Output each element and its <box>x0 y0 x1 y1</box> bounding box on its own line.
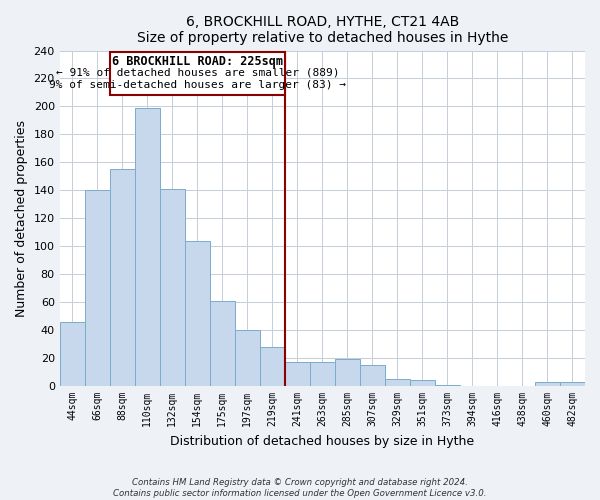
Text: 6 BROCKHILL ROAD: 225sqm: 6 BROCKHILL ROAD: 225sqm <box>112 54 283 68</box>
X-axis label: Distribution of detached houses by size in Hythe: Distribution of detached houses by size … <box>170 434 475 448</box>
Bar <box>59 322 85 386</box>
Bar <box>85 190 110 386</box>
Text: 9% of semi-detached houses are larger (83) →: 9% of semi-detached houses are larger (8… <box>49 80 346 90</box>
Bar <box>310 362 335 386</box>
Bar <box>360 365 385 386</box>
Bar <box>285 362 310 386</box>
Bar <box>535 382 560 386</box>
Bar <box>385 379 410 386</box>
Bar <box>235 330 260 386</box>
Text: ← 91% of detached houses are smaller (889): ← 91% of detached houses are smaller (88… <box>56 68 339 78</box>
Bar <box>110 170 135 386</box>
Text: Contains HM Land Registry data © Crown copyright and database right 2024.
Contai: Contains HM Land Registry data © Crown c… <box>113 478 487 498</box>
Bar <box>560 382 585 386</box>
FancyBboxPatch shape <box>110 52 285 96</box>
Bar <box>135 108 160 386</box>
Title: 6, BROCKHILL ROAD, HYTHE, CT21 4AB
Size of property relative to detached houses : 6, BROCKHILL ROAD, HYTHE, CT21 4AB Size … <box>137 15 508 45</box>
Bar <box>210 301 235 386</box>
Bar <box>435 384 460 386</box>
Bar <box>160 189 185 386</box>
Y-axis label: Number of detached properties: Number of detached properties <box>15 120 28 317</box>
Bar <box>410 380 435 386</box>
Bar <box>260 347 285 386</box>
Bar <box>185 240 210 386</box>
Bar <box>335 360 360 386</box>
